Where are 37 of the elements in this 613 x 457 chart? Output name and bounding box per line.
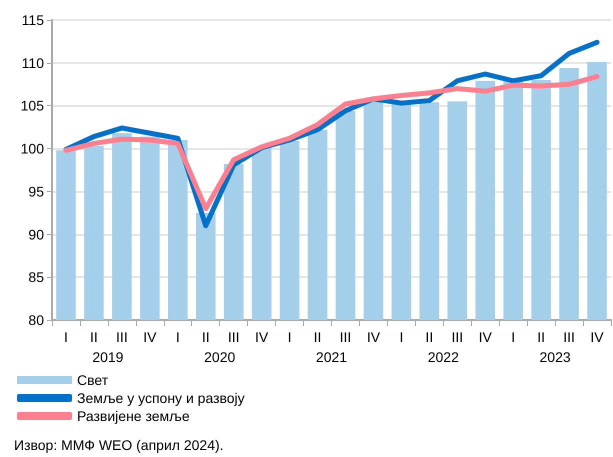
- x-tick-label: IV: [366, 329, 381, 345]
- legend-label: Свет: [77, 372, 109, 388]
- x-tick-label: III: [228, 329, 240, 345]
- y-tick-label: 110: [22, 54, 44, 71]
- x-tick-label: I: [288, 329, 292, 345]
- text: 2020: [204, 349, 236, 365]
- x-tick-label: III: [116, 329, 128, 345]
- x-tick-label: IV: [478, 329, 492, 345]
- x-tick-label: III: [563, 329, 575, 345]
- y-tick-label: 100: [20, 140, 44, 157]
- y-tick-label: 90: [28, 226, 44, 242]
- legend-label: Земље у успону и развоју: [77, 390, 245, 406]
- x-tick-label: II: [90, 329, 98, 345]
- x-tick-label: IV: [590, 329, 604, 345]
- text: 2019: [92, 349, 124, 365]
- x-tick-label: I: [511, 329, 516, 345]
- y-tick-label: 95: [28, 183, 44, 200]
- x-tick-label: I: [399, 329, 404, 345]
- x-tick-label: II: [202, 329, 210, 345]
- y-tick-label: 85: [28, 269, 44, 286]
- x-tick-label: III: [340, 329, 352, 345]
- x-tick-label: II: [314, 329, 322, 345]
- text: 2023: [540, 349, 571, 365]
- text: 2021: [316, 349, 348, 365]
- x-tick-label: IV: [255, 329, 269, 345]
- x-tick-label: I: [176, 329, 180, 345]
- x-tick-label: III: [451, 329, 464, 345]
- x-tick-label: IV: [143, 329, 158, 345]
- x-tick-label: I: [64, 329, 68, 345]
- legend-label: Развијене земље: [77, 408, 190, 424]
- text: 2022: [428, 349, 460, 365]
- y-tick-label: 80: [28, 312, 44, 328]
- x-tick-label: II: [425, 329, 434, 345]
- x-tick-label: II: [537, 329, 546, 345]
- y-tick-label: 115: [22, 12, 44, 28]
- y-tick-label: 105: [20, 98, 44, 114]
- text: Извор: ММФ WEO (април 2024).: [14, 437, 224, 453]
